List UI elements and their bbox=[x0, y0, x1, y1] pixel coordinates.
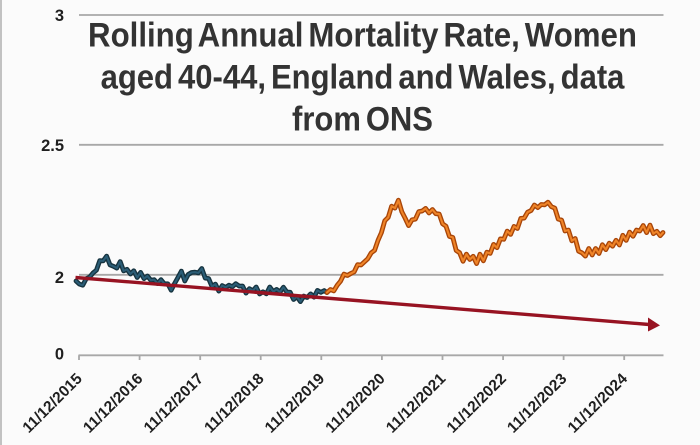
svg-text:from ONS: from ONS bbox=[292, 100, 433, 138]
svg-text:2: 2 bbox=[55, 269, 64, 287]
svg-text:3: 3 bbox=[55, 7, 64, 25]
svg-text:2.5: 2.5 bbox=[41, 137, 64, 155]
svg-text:0: 0 bbox=[55, 346, 64, 364]
svg-text:Rolling Annual Mortality Rate,: Rolling Annual Mortality Rate, Women bbox=[88, 15, 637, 54]
svg-text:aged 40-44, England and Wales,: aged 40-44, England and Wales, data bbox=[101, 58, 626, 96]
